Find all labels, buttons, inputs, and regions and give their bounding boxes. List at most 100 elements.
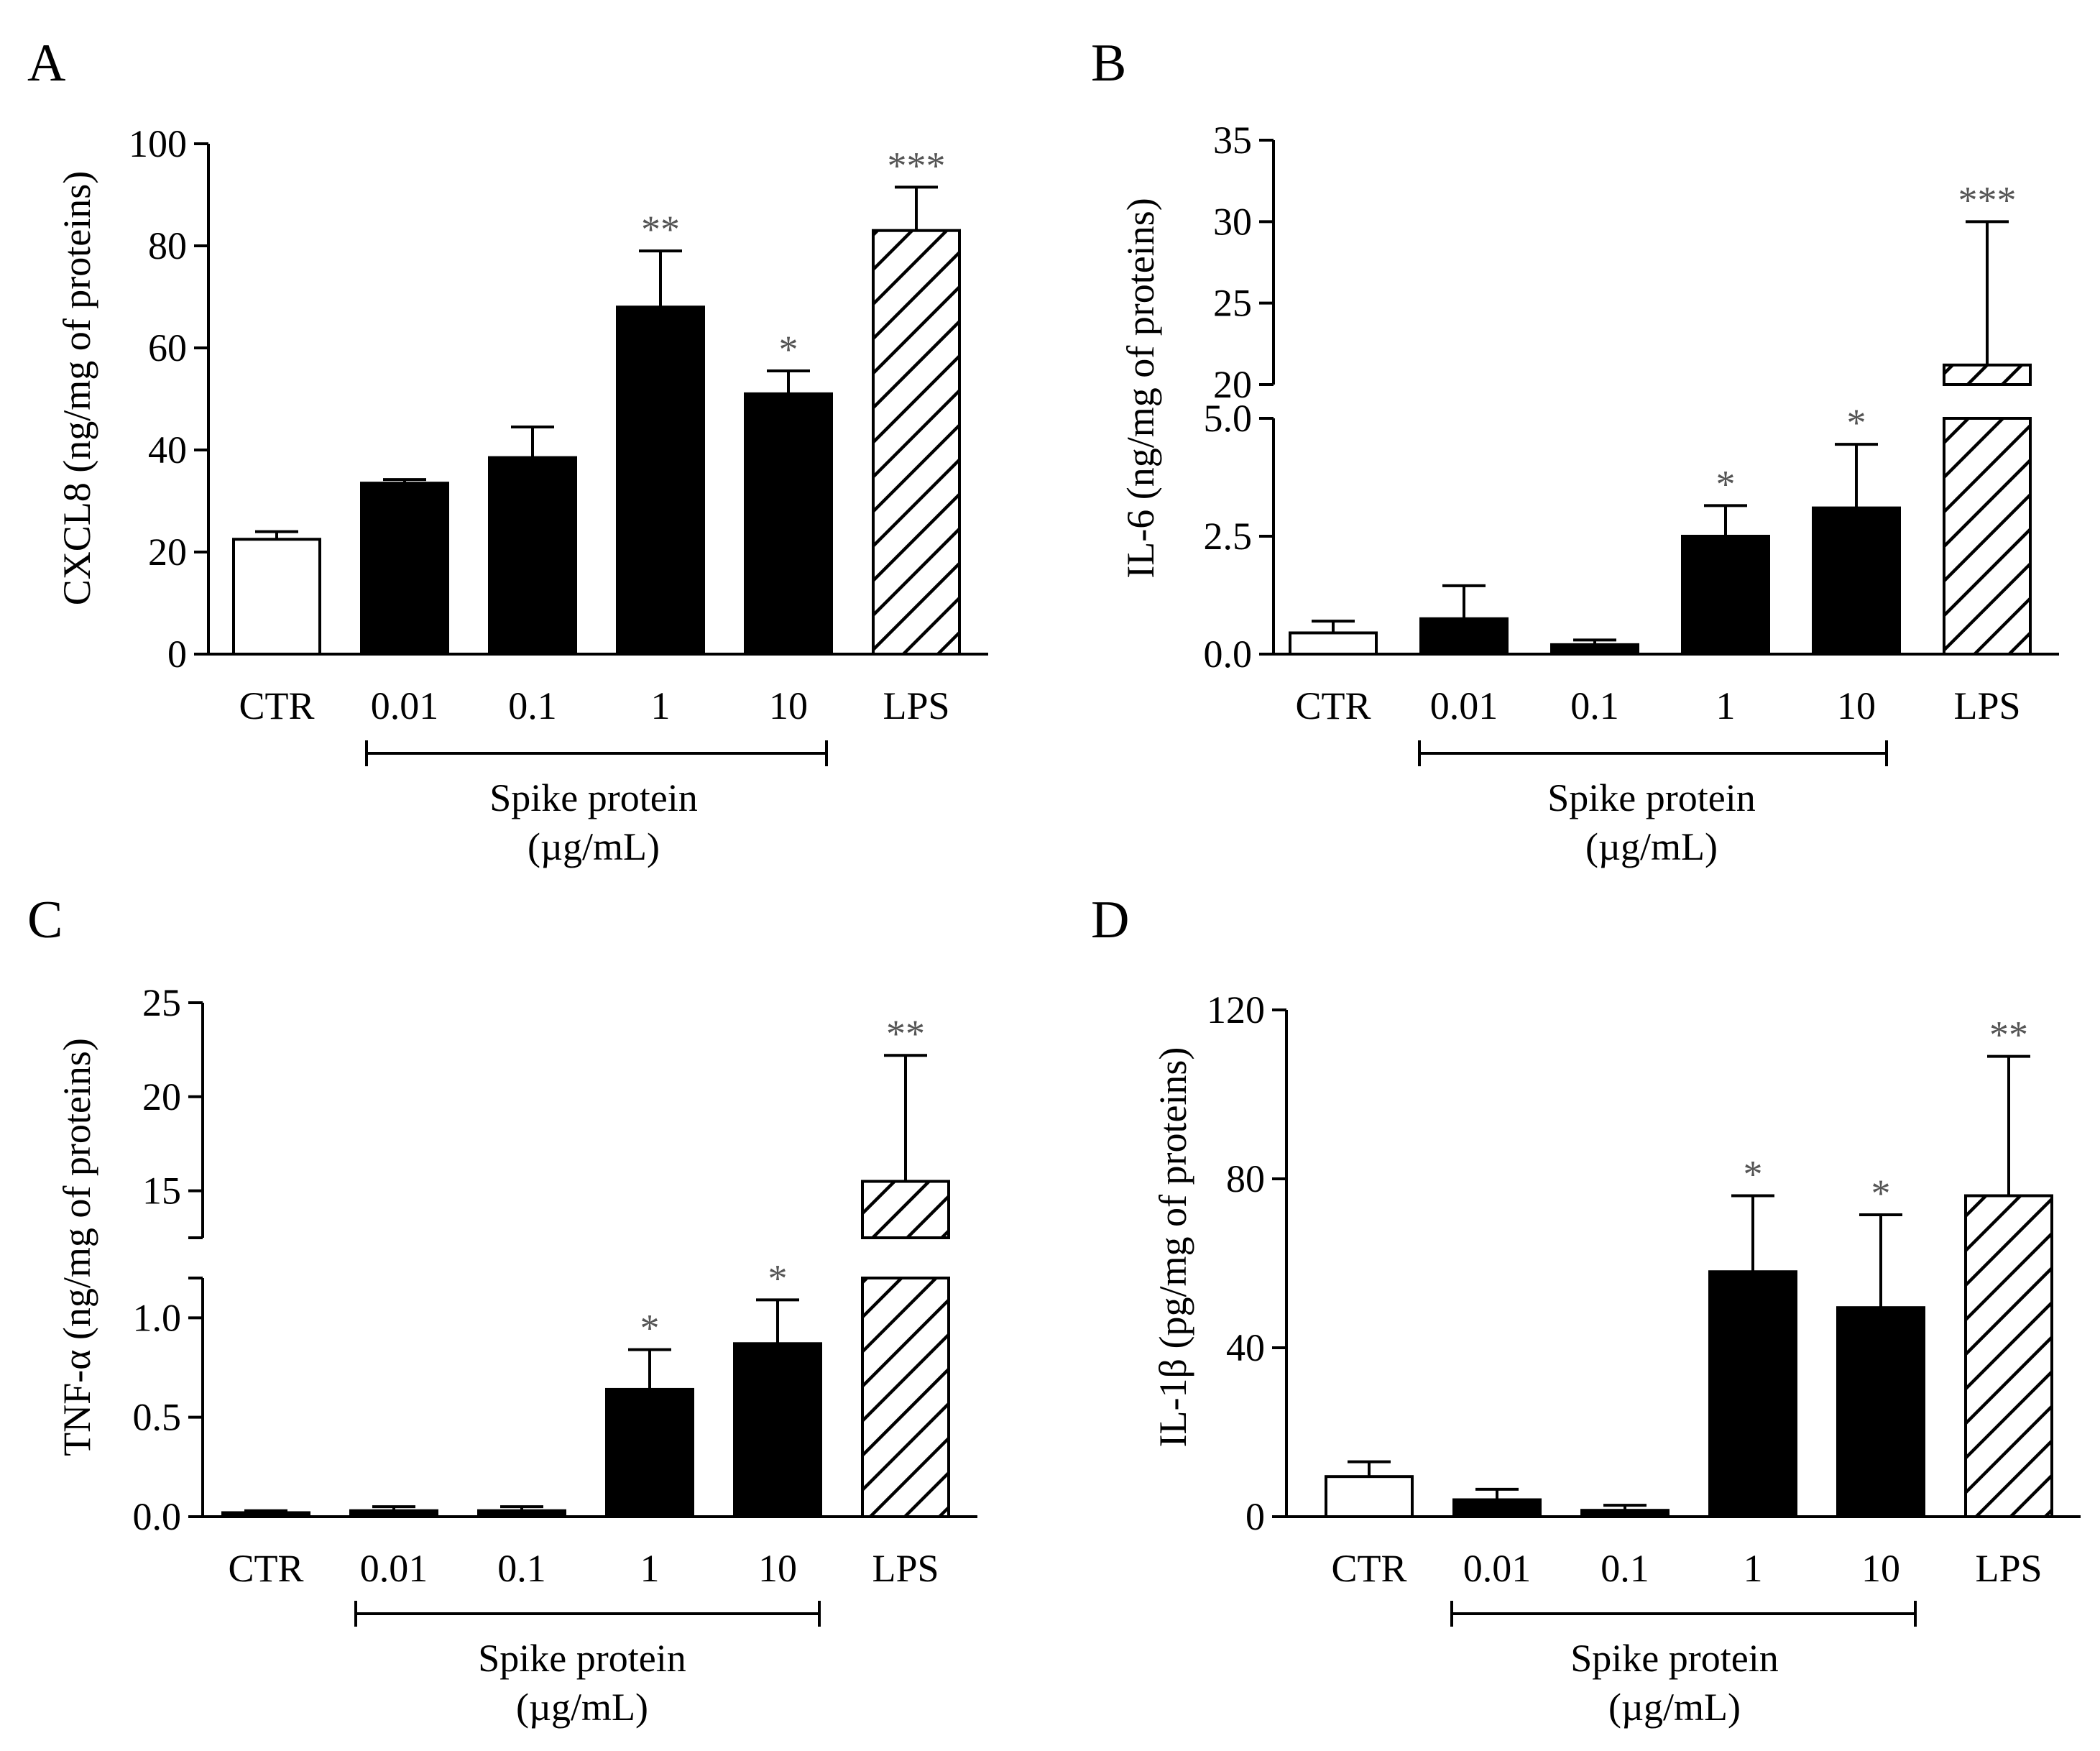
x-tick-label: 1 [1744, 1547, 1763, 1590]
x-tick-label: 1 [1716, 684, 1736, 727]
y-tick-label: 0.0 [1204, 633, 1253, 676]
significance-marker: * [1744, 1153, 1763, 1196]
group-unit: (µg/mL) [1585, 825, 1718, 868]
y-tick-label: 1.0 [133, 1296, 182, 1339]
x-tick-label: 10 [758, 1547, 797, 1590]
panel-d: D IL-1β (pg/mg of proteins) 0 40 80 120 CTR… [1091, 891, 2081, 1729]
bar-upper [861, 1180, 950, 1240]
panel-letter: C [27, 891, 63, 950]
x-tick-label: 10 [1861, 1547, 1900, 1590]
y-axis-title: CXCL8 (ng/mg of proteins) [55, 171, 98, 605]
y-tick-label: 80 [1226, 1157, 1265, 1200]
group-label: Spike protein [478, 1637, 686, 1680]
bars: CTR 0.01 0.1 * 1 * 10 *** LPS [1289, 178, 2032, 727]
y-axis: 0 20 40 60 80 100 [129, 122, 988, 676]
y-axis-title: TNF-α (ng/mg of proteins) [55, 1038, 98, 1456]
x-tick-label: LPS [883, 684, 949, 727]
x-tick-label: CTR [1331, 1547, 1406, 1590]
bar [360, 482, 449, 656]
significance-marker: ** [886, 1012, 925, 1055]
x-tick-label: 10 [1837, 684, 1876, 727]
x-tick-label: 0.01 [371, 684, 439, 727]
group-unit: (µg/mL) [516, 1686, 648, 1729]
x-tick-label: 0.01 [360, 1547, 428, 1590]
x-tick-label: 0.1 [1570, 684, 1619, 727]
significance-marker: * [779, 328, 798, 371]
significance-marker: *** [1958, 178, 2017, 221]
bars: CTR 0.01 0.1 * 1 * 10 ** LPS [221, 1012, 950, 1590]
y-tick-label: 40 [148, 428, 187, 472]
bar [1289, 631, 1378, 656]
x-tick-label: 1 [640, 1547, 660, 1590]
bar [1325, 1475, 1414, 1518]
group-unit: (µg/mL) [528, 825, 660, 868]
y-tick-label: 20 [1213, 363, 1252, 406]
y-tick-label: 35 [1213, 119, 1252, 162]
y-tick-label: 0 [167, 633, 187, 676]
significance-marker: * [1871, 1172, 1891, 1215]
bar [1943, 417, 2032, 656]
group-bracket: Spike protein (µg/mL) [365, 740, 828, 868]
significance-marker: ** [1989, 1014, 2028, 1057]
group-bracket: Spike protein (µg/mL) [1418, 740, 1888, 868]
bar [1812, 506, 1901, 656]
x-tick-label: 0.1 [508, 684, 557, 727]
bar [232, 538, 321, 656]
y-tick-label: 5.0 [1204, 397, 1253, 440]
significance-marker: ** [641, 208, 680, 251]
x-tick-label: LPS [1953, 684, 2020, 727]
bar [872, 229, 961, 656]
panel-c: C TNF-α (ng/mg of proteins) 0.0 0.5 1.0 15 2… [27, 891, 977, 1729]
bar [1550, 643, 1639, 656]
y-tick-label: 40 [1226, 1326, 1265, 1369]
y-tick-label: 25 [142, 981, 181, 1024]
panel-letter: D [1091, 891, 1129, 950]
y-tick-label: 0.0 [133, 1495, 182, 1538]
significance-marker: * [768, 1256, 788, 1300]
y-axis-title: IL-6 (ng/mg of proteins) [1119, 198, 1162, 578]
y-axis: 0.0 0.5 1.0 15 20 25 [133, 981, 977, 1538]
y-tick-label: 20 [148, 530, 187, 574]
x-tick-label: 10 [769, 684, 808, 727]
bar [488, 456, 577, 656]
y-tick-label: 2.5 [1204, 515, 1253, 558]
x-tick-label: 0.1 [497, 1547, 546, 1590]
bar [733, 1342, 822, 1519]
significance-marker: * [1716, 462, 1736, 505]
y-axis: 0.0 2.5 5.020 25 30 35 [1204, 119, 2059, 676]
y-tick-label: 30 [1213, 200, 1252, 243]
bar [744, 392, 833, 656]
bar [1708, 1270, 1797, 1518]
y-tick-label: 100 [129, 122, 187, 165]
y-tick-label: 60 [148, 326, 187, 369]
group-label: Spike protein [489, 776, 697, 819]
bar [1836, 1306, 1925, 1518]
bar [221, 1511, 310, 1518]
bar [1419, 617, 1509, 656]
y-axis: 0 40 80 120 [1207, 988, 2081, 1538]
significance-marker: *** [888, 144, 946, 187]
bar [861, 1277, 950, 1518]
bar [616, 305, 705, 656]
y-tick-label: 20 [142, 1075, 181, 1118]
group-label: Spike protein [1547, 776, 1755, 819]
panel-letter: A [27, 34, 65, 93]
x-tick-label: CTR [239, 684, 314, 727]
x-tick-label: 0.01 [1463, 1547, 1532, 1590]
bars: CTR 0.01 0.1 ** 1 * 10 *** LPS [232, 144, 961, 727]
y-tick-label: 15 [142, 1169, 181, 1213]
x-tick-label: 0.01 [1430, 684, 1498, 727]
x-tick-label: 1 [651, 684, 671, 727]
group-bracket: Spike protein (µg/mL) [354, 1601, 821, 1729]
bar-upper [1943, 363, 2032, 386]
x-tick-label: LPS [1975, 1547, 2042, 1590]
group-unit: (µg/mL) [1608, 1686, 1741, 1729]
x-tick-label: 0.1 [1601, 1547, 1649, 1590]
y-tick-label: 0.5 [133, 1396, 182, 1439]
group-label: Spike protein [1570, 1637, 1778, 1680]
bar [477, 1509, 566, 1518]
significance-marker: * [1847, 401, 1866, 444]
group-bracket: Spike protein (µg/mL) [1450, 1601, 1917, 1729]
bar [605, 1387, 694, 1519]
